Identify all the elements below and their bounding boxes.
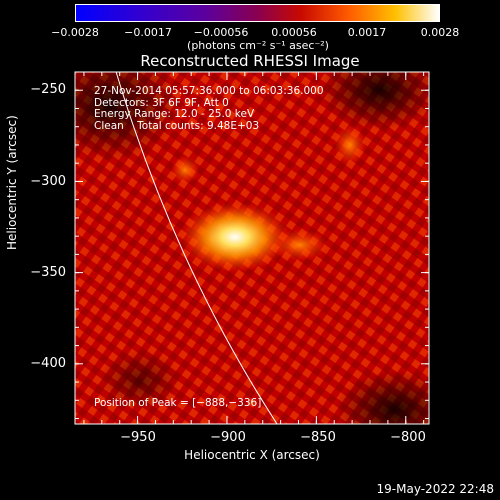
annotation-block: 27-Nov-2014 05:57:36.000 to 06:03:36.000… (94, 85, 324, 132)
y-tick-label: −250 (30, 82, 66, 97)
peak-position-label: Position of Peak = [−888,−336] (94, 397, 262, 409)
x-axis-label: Heliocentric X (arcsec) (184, 448, 320, 462)
colorbar (75, 4, 440, 22)
colorbar-tick-label: −0.0028 (51, 26, 99, 39)
colorbar-tick-label: 0.0028 (420, 26, 460, 39)
heatmap-image (75, 72, 429, 424)
annotation-counts: Clean Total counts: 9.48E+03 (94, 119, 260, 132)
y-tick-label: −350 (30, 265, 66, 280)
annotation-time: 27-Nov-2014 05:57:36.000 to 06:03:36.000 (94, 85, 324, 97)
solar-limb-line (115, 72, 278, 424)
annotation-detectors: Detectors: 3F 6F 9F, Att 0 (94, 96, 229, 109)
footer-timestamp: 19-May-2022 22:48 (376, 482, 494, 496)
y-tick-label: −400 (30, 356, 66, 371)
chart-title: Reconstructed RHESSI Image (140, 52, 360, 70)
annotation-energy: Energy Range: 12.0 - 25.0 keV (94, 108, 255, 120)
x-tick-label: −850 (300, 430, 336, 445)
colorbar-units: (photons cm⁻² s⁻¹ asec⁻²) (187, 39, 329, 52)
x-tick-label: −800 (390, 430, 426, 445)
plot-frame (74, 71, 430, 425)
solar-limb-group (115, 72, 278, 424)
colorbar-tick-label: 0.0017 (347, 26, 387, 39)
colorbar-tick-label: −0.00056 (193, 26, 249, 39)
y-axis-label: Heliocentric Y (arcsec) (5, 115, 19, 250)
colorbar-tick-label: 0.00056 (271, 26, 317, 39)
colorbar-tick-label: −0.0017 (124, 26, 172, 39)
y-tick-label: −300 (30, 174, 66, 189)
x-tick-label: −900 (210, 430, 246, 445)
x-tick-label: −950 (120, 430, 156, 445)
